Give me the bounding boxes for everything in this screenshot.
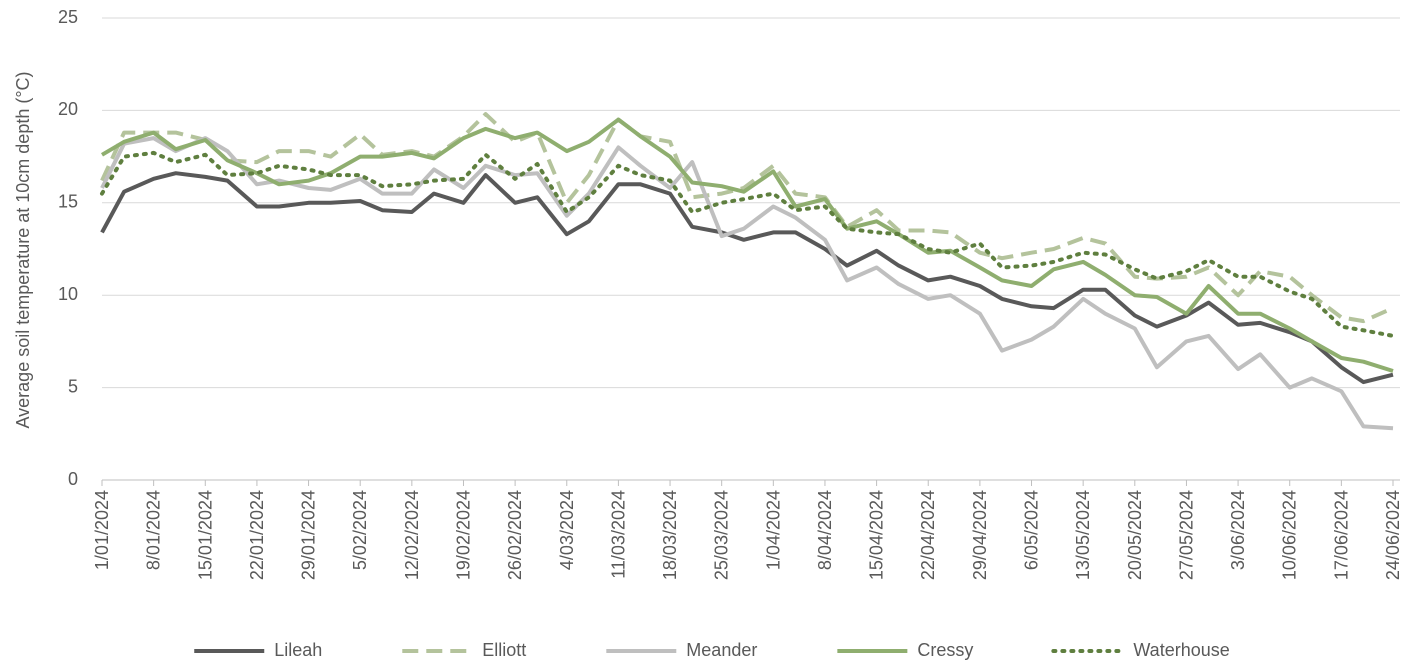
y-axis-label: Average soil temperature at 10cm depth (…: [13, 71, 33, 428]
y-tick-label: 5: [68, 376, 78, 396]
x-tick-label: 6/05/2024: [1022, 490, 1042, 570]
x-tick-label: 3/06/2024: [1228, 490, 1248, 570]
legend-label: Waterhouse: [1133, 640, 1229, 660]
x-tick-label: 20/05/2024: [1125, 490, 1145, 580]
x-tick-label: 15/01/2024: [195, 490, 215, 580]
y-tick-label: 0: [68, 469, 78, 489]
series-line: [100, 117, 1394, 373]
x-tick-label: 29/04/2024: [970, 490, 990, 580]
series-line: [100, 112, 1394, 324]
x-tick-label: 29/01/2024: [299, 490, 319, 580]
x-tick-label: 22/04/2024: [918, 490, 938, 580]
x-tick-label: 25/03/2024: [712, 490, 732, 580]
x-tick-label: 17/06/2024: [1331, 490, 1351, 580]
x-tick-label: 15/04/2024: [867, 490, 887, 580]
x-tick-label: 18/03/2024: [660, 490, 680, 580]
legend-label: Cressy: [917, 640, 973, 660]
x-tick-label: 8/01/2024: [144, 490, 164, 570]
x-tick-label: 8/04/2024: [815, 490, 835, 570]
x-tick-label: 1/04/2024: [763, 490, 783, 570]
x-tick-label: 26/02/2024: [505, 490, 525, 580]
y-tick-label: 20: [58, 99, 78, 119]
y-tick-label: 10: [58, 284, 78, 304]
legend-label: Elliott: [482, 640, 526, 660]
y-tick-label: 15: [58, 192, 78, 212]
x-tick-label: 22/01/2024: [247, 490, 267, 580]
series-line: [100, 136, 1394, 431]
x-tick-label: 27/05/2024: [1176, 490, 1196, 580]
x-tick-label: 10/06/2024: [1280, 490, 1300, 580]
series-line: [100, 171, 1394, 385]
x-tick-label: 11/03/2024: [608, 490, 628, 579]
legend-label: Lileah: [274, 640, 322, 660]
y-tick-label: 25: [58, 7, 78, 27]
x-tick-label: 5/02/2024: [350, 490, 370, 570]
x-tick-label: 4/03/2024: [557, 490, 577, 570]
x-tick-label: 1/01/2024: [92, 490, 112, 570]
x-tick-label: 13/05/2024: [1073, 490, 1093, 580]
legend-label: Meander: [686, 640, 757, 660]
x-tick-label: 24/06/2024: [1383, 490, 1403, 580]
x-tick-label: 12/02/2024: [402, 490, 422, 580]
x-tick-label: 19/02/2024: [453, 490, 473, 580]
series-line: [100, 150, 1395, 338]
